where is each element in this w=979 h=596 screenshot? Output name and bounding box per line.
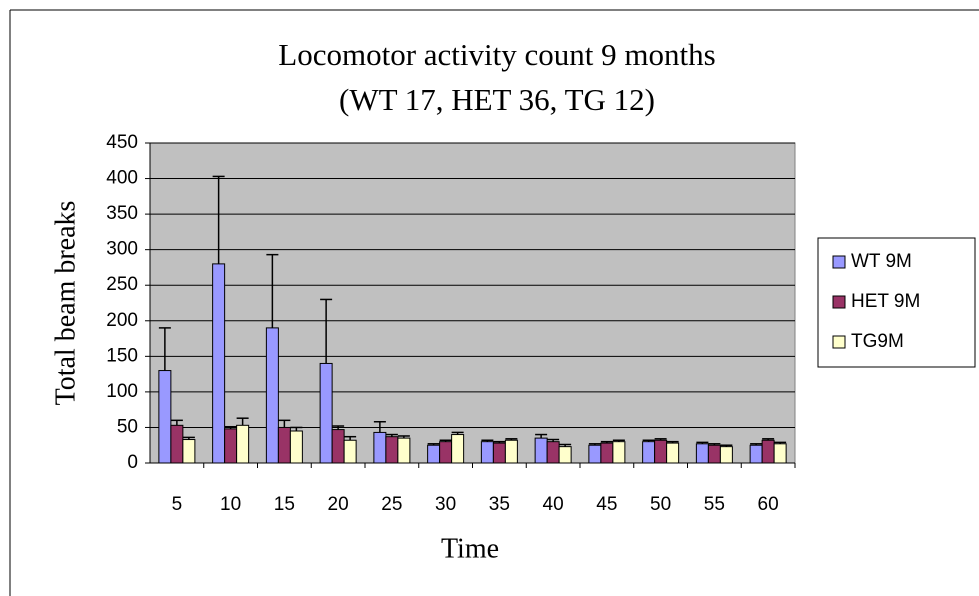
bar [224,428,238,464]
bar [319,362,333,464]
bar [600,442,614,464]
x-tick-label: 15 [274,494,295,515]
bar [707,444,721,464]
bar [182,439,196,464]
y-tick-label: 100 [106,381,138,402]
legend-swatch [832,255,846,269]
legend-swatch [832,295,846,309]
bar [170,424,184,464]
bar [277,426,291,464]
bar [331,429,345,464]
x-tick-label: 10 [220,494,241,515]
bar [158,370,172,464]
x-axis-label: Time [441,533,499,564]
x-tick-label: 60 [758,494,779,515]
bar [666,442,680,464]
legend-label: WT 9M [851,251,912,272]
bar [719,446,733,464]
bar [439,441,453,464]
chart-subtitle: (WT 17, HET 36, TG 12) [339,82,655,117]
x-tick-label: 55 [704,494,725,515]
bar [451,434,465,464]
x-tick-label: 25 [381,494,402,515]
x-tick-label: 30 [435,494,456,515]
x-tick-label: 50 [650,494,671,515]
y-tick-label: 450 [106,132,138,153]
bar [588,444,602,464]
y-tick-label: 150 [106,345,138,366]
y-tick-label: 200 [106,310,138,331]
x-tick-label: 5 [172,494,183,515]
legend-label: TG9M [851,331,904,352]
chart-title: Locomotor activity count 9 months [278,37,715,72]
bar [612,441,626,464]
bar [492,442,506,464]
legend-label: HET 9M [851,291,920,312]
y-tick-label: 350 [106,203,138,224]
x-tick-label: 35 [489,494,510,515]
bar [343,439,357,464]
plot-area [149,142,796,464]
bar [504,439,518,464]
y-tick-label: 250 [106,274,138,295]
bar [761,439,775,464]
bar [265,327,279,464]
legend-swatch [832,335,846,349]
bar [749,444,763,464]
y-axis-label: Total beam breaks [50,201,81,406]
bar [695,443,709,464]
bar [236,424,250,464]
x-tick-label: 20 [328,494,349,515]
bar [385,436,399,464]
bar [642,441,656,464]
bar [546,441,560,464]
bar [654,439,668,464]
y-tick-label: 300 [106,239,138,260]
x-tick-label: 45 [596,494,617,515]
bar [373,431,387,464]
bar [773,443,787,464]
bar [480,441,494,464]
y-tick-label: 400 [106,168,138,189]
bar [558,446,572,464]
y-tick-label: 50 [117,416,138,437]
bar [212,263,226,464]
y-tick-label: 0 [127,452,138,473]
bar [289,430,303,464]
x-tick-label: 40 [543,494,564,515]
bar [427,444,441,464]
bar [397,437,411,464]
bar [534,437,548,464]
